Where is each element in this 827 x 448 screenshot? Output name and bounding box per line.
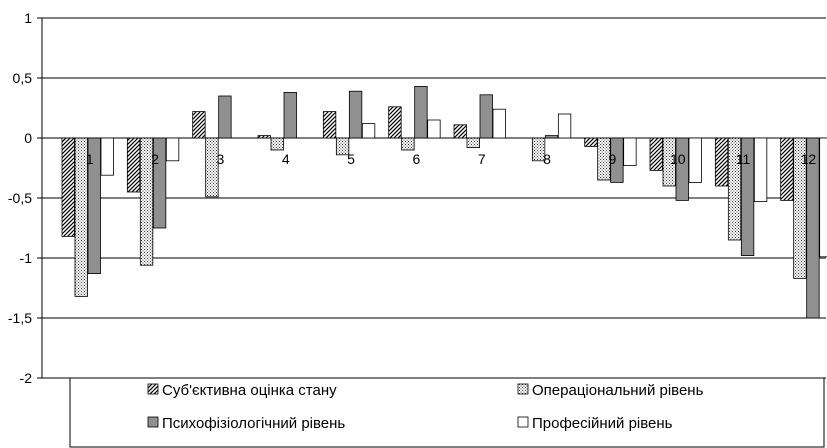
bars-group: [61, 86, 827, 319]
bar-4: [753, 137, 768, 202]
bar-3: [87, 137, 101, 275]
bar-3: [348, 90, 363, 139]
bar-1: [649, 137, 663, 171]
legend-box: [69, 377, 825, 448]
bar-1: [388, 106, 402, 139]
bar-3: [740, 137, 755, 256]
bar-2: [270, 137, 284, 151]
y-tick-label: -1: [20, 250, 33, 266]
category-label: 11: [736, 151, 751, 167]
category-label: 3: [217, 151, 225, 167]
y-tick-label: 1: [24, 10, 32, 26]
y-tick-label: 0,5: [13, 70, 33, 86]
bar-1: [322, 111, 337, 139]
bar-2: [531, 137, 546, 162]
legend-label: Операціональний рівень: [532, 382, 704, 399]
bar-3: [610, 137, 624, 183]
bar-4: [492, 108, 506, 139]
bar-1: [126, 137, 141, 193]
bar-4: [361, 123, 376, 139]
legend: Суб'єктивна оцінка стану Операціональний …: [69, 377, 825, 448]
category-label: 12: [801, 151, 817, 167]
bar-3: [806, 137, 820, 319]
y-tick-label: 0: [24, 130, 32, 146]
bar-4: [557, 113, 572, 139]
legend-label: Суб'єктивна оцінка стану: [162, 382, 337, 399]
legend-swatch: [517, 383, 529, 395]
bar-2: [727, 137, 742, 241]
bar-3: [479, 94, 493, 139]
bar-1: [780, 137, 794, 201]
bar-4: [100, 137, 114, 176]
category-label: 10: [670, 151, 686, 167]
bar-2: [74, 137, 88, 297]
category-label: 1: [86, 151, 94, 167]
legend-label: Психофізіологічний рівень: [162, 415, 345, 432]
y-tick-label: -1,5: [8, 310, 32, 326]
bar-2: [662, 137, 676, 187]
category-label: 2: [151, 151, 159, 167]
category-label: 9: [609, 151, 617, 167]
bar-2: [793, 137, 807, 279]
bar-3: [152, 137, 167, 229]
bar-1: [257, 135, 271, 139]
category-labels: 1 2 3 4 5 6 7 8 9 10 11 12: [86, 151, 817, 167]
legend-swatch: [147, 416, 159, 428]
bar-2: [139, 137, 154, 266]
category-label: 5: [347, 151, 355, 167]
bar-4: [688, 137, 702, 183]
legend-swatch: [147, 383, 159, 395]
legend-label: Професійний рівень: [532, 415, 673, 432]
bar-4: [427, 119, 441, 139]
bar-3: [544, 135, 559, 139]
category-label: 6: [413, 151, 421, 167]
bar-3: [218, 95, 232, 139]
bar-3: [283, 92, 297, 139]
bar-2: [335, 137, 350, 156]
bar-1: [61, 137, 75, 237]
bar-1: [714, 137, 729, 187]
category-label: 4: [282, 151, 290, 167]
bar-1: [584, 137, 598, 147]
bar-2: [597, 137, 611, 181]
bar-4: [623, 137, 637, 167]
category-label: 8: [543, 151, 551, 167]
legend-swatch: [517, 416, 529, 428]
bar-1: [192, 111, 206, 139]
y-tick-labels: 1 0,5 0 -0,5 -1 -1,5 -2: [8, 10, 32, 386]
y-tick-label: -2: [20, 370, 33, 386]
bar-2: [466, 137, 480, 149]
bar-4: [165, 137, 180, 162]
bar-2: [401, 137, 415, 151]
bar-2: [205, 137, 219, 198]
bar-1: [453, 124, 467, 139]
bar-3: [675, 137, 689, 201]
bar-3: [414, 86, 428, 139]
axes: [37, 17, 43, 379]
bar-4: [819, 137, 827, 258]
y-tick-label: -0,5: [8, 190, 32, 206]
category-label: 7: [478, 151, 486, 167]
